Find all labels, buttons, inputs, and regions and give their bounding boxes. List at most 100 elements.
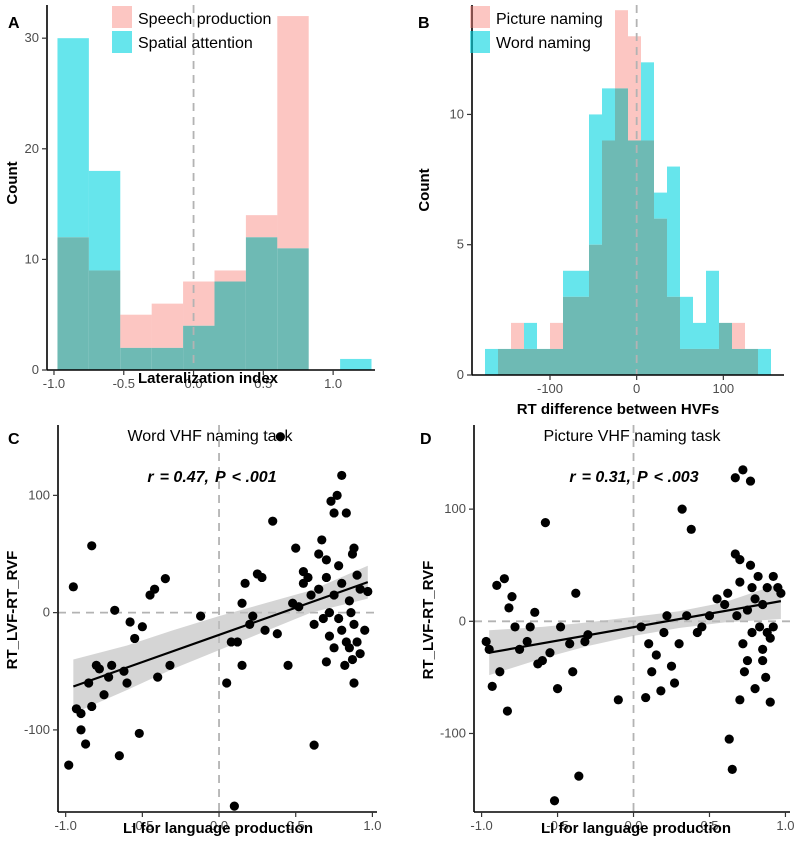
- panel-a-histogram: A -1.0 -0.5 0.0 0.5 1.0 0 10 20 30 Speech produc…: [4, 5, 375, 391]
- panel-a-bar-speech-production: [183, 281, 215, 326]
- panel-c-point: [309, 619, 319, 629]
- panel-b-bar-overlap: [576, 296, 589, 375]
- panel-d-point: [765, 633, 775, 643]
- panel-c-point: [196, 611, 206, 621]
- panel-c-point: [248, 611, 258, 621]
- panel-b-bar-word-naming: [758, 348, 771, 375]
- panel-a-x-tick-label: -0.5: [113, 376, 135, 391]
- panel-a-y-tick-label: 10: [25, 251, 39, 266]
- panel-c-x-tick-label: 1.0: [363, 818, 381, 833]
- panel-c-ci-band: [73, 565, 368, 714]
- panel-c-point: [237, 660, 247, 671]
- panel-b-bar-overlap: [537, 348, 550, 375]
- panel-d-y-tick-label: -100: [440, 725, 466, 740]
- panel-a-xlabel: Lateralization index: [138, 370, 279, 387]
- panel-d-point: [568, 667, 578, 677]
- panel-a-bar-spatial-attention: [88, 170, 121, 271]
- panel-c-point: [324, 631, 335, 641]
- panel-b-legend: Picture naming Word naming: [470, 6, 603, 53]
- panel-d-point: [745, 476, 756, 486]
- panel-c-point: [347, 654, 358, 665]
- panel-c-y-tick-label: -100: [24, 722, 50, 737]
- panel-b-bar-overlap: [550, 348, 563, 375]
- panel-d-scatter: D Picture VHF naming task -1.0 -0.5 0.0 0.5…: [420, 425, 794, 837]
- panel-b-bars: [485, 10, 771, 375]
- panel-d-point: [644, 639, 654, 649]
- panel-c-point: [337, 470, 347, 481]
- panel-d-x-tick-label: 0.0: [624, 818, 642, 833]
- panel-d-point: [745, 560, 756, 570]
- panel-b-bar-word-naming: [680, 296, 693, 349]
- panel-c-point: [291, 543, 301, 553]
- panel-d-point: [537, 655, 547, 666]
- panel-c-point: [321, 572, 331, 583]
- panel-a-bar-overlap: [277, 248, 309, 370]
- panel-b-bar-picture-naming: [615, 10, 628, 89]
- panel-d-point: [747, 583, 757, 593]
- panel-c-point: [232, 637, 243, 647]
- panel-d-point: [750, 684, 760, 694]
- panel-b-bar-overlap: [667, 296, 680, 375]
- panel-b-bar-overlap: [628, 140, 641, 375]
- panel-b-bar-picture-naming: [732, 322, 745, 349]
- panel-d-point: [768, 622, 778, 632]
- panel-b-bar-overlap: [615, 88, 628, 375]
- panel-c-point: [153, 672, 163, 682]
- panel-d-point: [571, 588, 581, 598]
- panel-b-bar-word-naming: [667, 166, 680, 297]
- panel-c-point: [334, 613, 344, 624]
- panel-d-point: [758, 644, 768, 654]
- panel-d-point: [758, 655, 768, 666]
- panel-c-point: [64, 760, 74, 770]
- panel-d-point: [776, 588, 786, 598]
- panel-c-axes: -1.0 -0.5 0.0 0.5 1.0 -100 0 100: [24, 425, 381, 833]
- panel-c-x-tick-label: -0.5: [131, 818, 153, 833]
- panel-c-point: [326, 496, 336, 506]
- panel-a-bar-spatial-attention: [340, 358, 372, 370]
- panel-c-xlabel: LI for language production: [123, 820, 313, 837]
- panel-c-point: [317, 535, 327, 545]
- panel-c-point: [94, 664, 105, 674]
- panel-d-point: [499, 574, 509, 584]
- panel-b-bar-overlap: [498, 348, 511, 375]
- panel-a-x-tick-label: -1.0: [43, 376, 65, 391]
- panel-d-point: [742, 655, 753, 666]
- panel-c-point: [363, 586, 373, 597]
- legend-key-speech: [112, 6, 132, 28]
- panel-c-point: [340, 660, 350, 671]
- legend-label-word: Word naming: [496, 35, 591, 52]
- panel-b-bar-picture-naming: [628, 36, 641, 141]
- panel-c-point: [349, 678, 359, 688]
- panel-c-point: [110, 605, 120, 615]
- panel-c-point: [268, 516, 278, 526]
- panel-c-point: [332, 490, 342, 500]
- panel-b-histogram: B -100 0 100 0 5 10 Picture naming Word namin…: [416, 5, 784, 418]
- panel-d-point: [507, 592, 517, 602]
- panel-c-point: [337, 578, 347, 588]
- panel-b-bar-overlap: [719, 322, 732, 375]
- panel-c-p-label: P: [215, 469, 226, 486]
- legend-key-picture: [470, 6, 490, 28]
- panel-b-bar-overlap: [589, 244, 602, 375]
- panel-d-x-tick-label: 1.0: [776, 818, 794, 833]
- panel-d-point: [735, 555, 745, 565]
- panel-d-fit-line: [489, 600, 782, 654]
- panel-c-point: [324, 608, 335, 618]
- panel-c-point: [160, 574, 170, 584]
- panel-d-point: [677, 504, 687, 514]
- panel-d-point: [724, 734, 734, 744]
- panel-b-bar-word-naming: [524, 322, 537, 349]
- panel-c-point: [321, 555, 331, 565]
- panel-b-bar-picture-naming: [550, 322, 563, 349]
- panel-d-point: [738, 639, 748, 649]
- panel-c-point: [76, 708, 86, 719]
- panel-d-point: [723, 588, 733, 598]
- panel-d-point: [732, 611, 742, 621]
- panel-a-bar-overlap: [120, 347, 152, 370]
- legend-key-word: [470, 31, 490, 53]
- panel-b-bar-overlap: [680, 348, 693, 375]
- panel-c-point: [341, 508, 351, 518]
- panel-d-point: [730, 473, 740, 483]
- panel-a-bar-overlap: [57, 237, 89, 370]
- panel-c-point: [87, 541, 97, 551]
